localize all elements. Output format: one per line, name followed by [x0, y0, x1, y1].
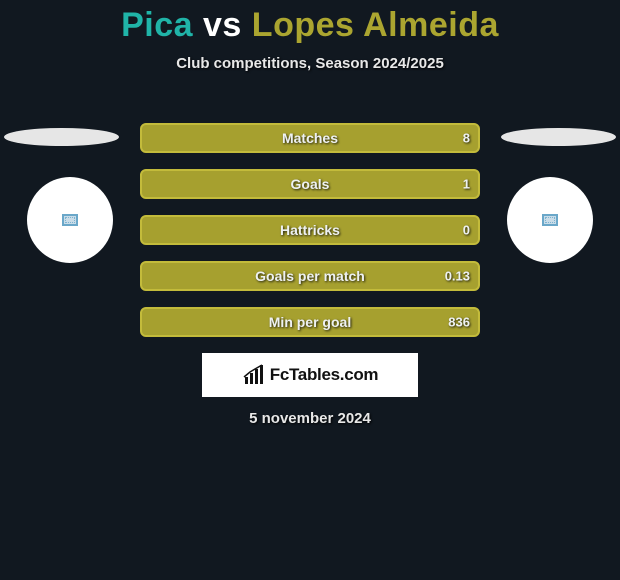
stat-value-right: 1 — [463, 177, 470, 192]
stat-value-right: 0.13 — [445, 269, 470, 284]
stats-table: Matches 8 Goals 1 Hattricks 0 Goals per … — [140, 123, 480, 353]
flag-icon — [542, 214, 558, 226]
stat-row-goals: Goals 1 — [140, 169, 480, 199]
subtitle: Club competitions, Season 2024/2025 — [0, 55, 620, 72]
logo-text: FcTables.com — [270, 365, 379, 385]
page-title: Pica vs Lopes Almeida — [0, 0, 620, 45]
player1-name: Pica — [121, 6, 193, 44]
stat-row-hattricks: Hattricks 0 — [140, 215, 480, 245]
player1-club-badge — [27, 177, 113, 263]
stat-value-right: 0 — [463, 223, 470, 238]
player2-name: Lopes Almeida — [252, 6, 499, 44]
stat-label: Min per goal — [142, 314, 478, 330]
vs-separator: vs — [203, 6, 242, 44]
stat-label: Hattricks — [142, 222, 478, 238]
stat-label: Goals — [142, 176, 478, 192]
player1-shadow-ellipse — [4, 128, 119, 146]
player2-club-badge — [507, 177, 593, 263]
chart-icon — [242, 363, 266, 387]
stat-row-min-per-goal: Min per goal 836 — [140, 307, 480, 337]
fctables-logo: FcTables.com — [202, 353, 418, 397]
player2-shadow-ellipse — [501, 128, 616, 146]
stat-label: Matches — [142, 130, 478, 146]
date-label: 5 november 2024 — [0, 410, 620, 427]
stat-value-right: 8 — [463, 131, 470, 146]
stat-row-goals-per-match: Goals per match 0.13 — [140, 261, 480, 291]
stat-label: Goals per match — [142, 268, 478, 284]
flag-icon — [62, 214, 78, 226]
stat-row-matches: Matches 8 — [140, 123, 480, 153]
stat-value-right: 836 — [448, 315, 470, 330]
